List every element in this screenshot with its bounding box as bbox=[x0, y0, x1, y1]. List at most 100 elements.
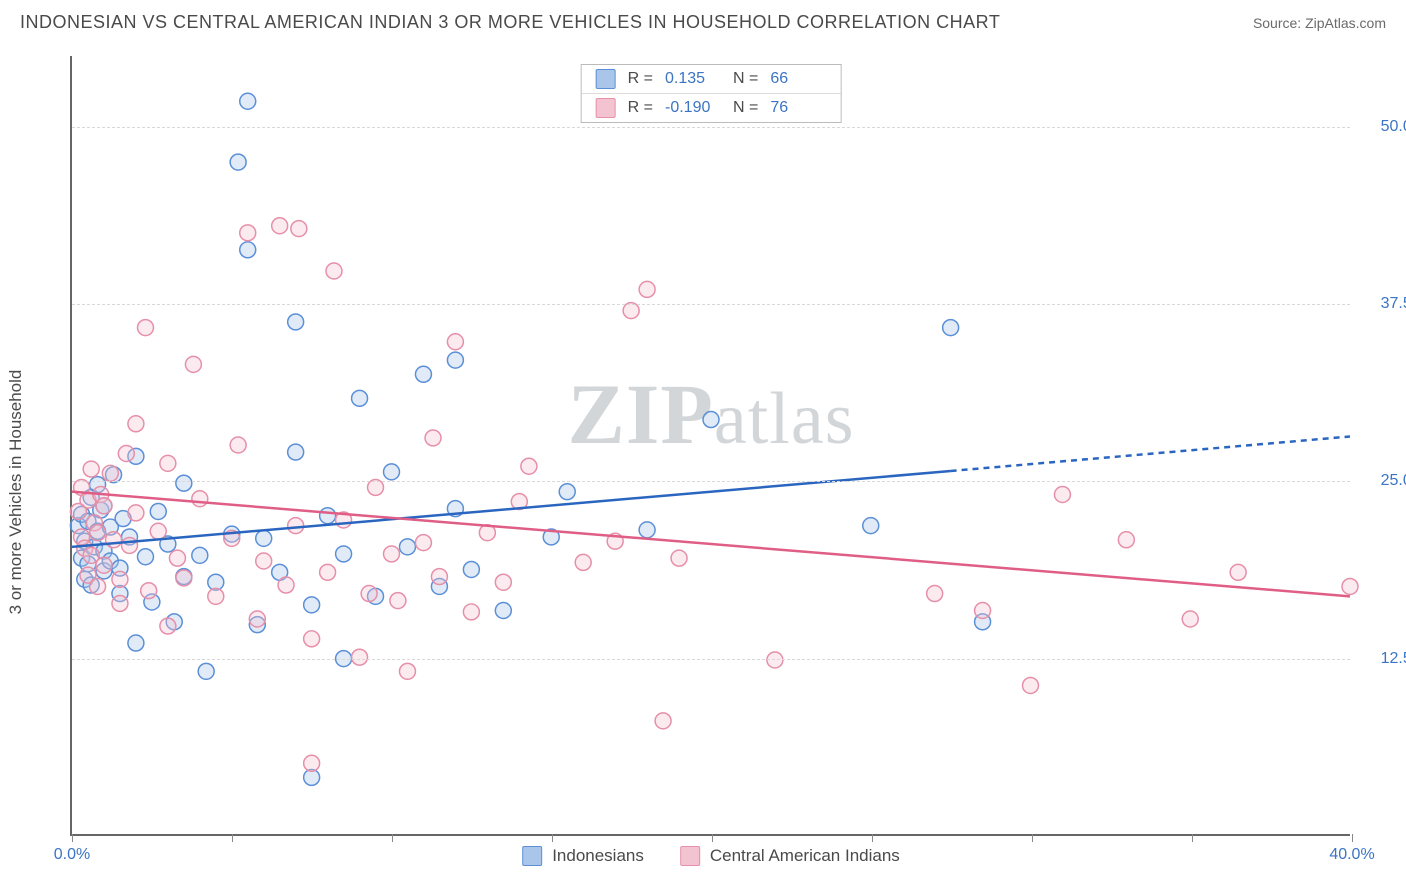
legend-series-item: Indonesians bbox=[522, 846, 644, 866]
data-point bbox=[447, 352, 463, 368]
data-point bbox=[384, 464, 400, 480]
x-tick bbox=[1352, 834, 1353, 842]
data-point bbox=[240, 225, 256, 241]
data-point bbox=[128, 505, 144, 521]
chart-container: 3 or more Vehicles in Household ZIPatlas… bbox=[48, 44, 1388, 844]
data-point bbox=[304, 755, 320, 771]
data-point bbox=[415, 535, 431, 551]
data-point bbox=[1182, 611, 1198, 627]
data-point bbox=[304, 597, 320, 613]
y-tick-label: 37.5% bbox=[1381, 295, 1406, 313]
x-tick bbox=[232, 834, 233, 842]
data-point bbox=[291, 221, 307, 237]
legend-series-label: Central American Indians bbox=[710, 846, 900, 866]
legend-swatch bbox=[680, 846, 700, 866]
data-point bbox=[495, 603, 511, 619]
data-point bbox=[272, 218, 288, 234]
data-point bbox=[495, 574, 511, 590]
data-point bbox=[230, 154, 246, 170]
data-point bbox=[361, 586, 377, 602]
legend-stats-row: R =-0.190N =76 bbox=[582, 94, 841, 122]
data-point bbox=[137, 549, 153, 565]
data-point bbox=[559, 484, 575, 500]
legend-stats-row: R =0.135N =66 bbox=[582, 65, 841, 94]
gridline-h bbox=[72, 127, 1350, 128]
data-point bbox=[425, 430, 441, 446]
legend-r-value: 0.135 bbox=[665, 70, 721, 88]
data-point bbox=[384, 546, 400, 562]
data-point bbox=[639, 281, 655, 297]
data-point bbox=[639, 522, 655, 538]
legend-n-label: N = bbox=[733, 99, 758, 117]
data-point bbox=[288, 314, 304, 330]
data-point bbox=[96, 557, 112, 573]
x-tick-label: 0.0% bbox=[54, 846, 90, 864]
data-point bbox=[767, 652, 783, 668]
data-point bbox=[122, 537, 138, 553]
data-point bbox=[575, 554, 591, 570]
data-point bbox=[169, 550, 185, 566]
gridline-h bbox=[72, 304, 1350, 305]
data-point bbox=[320, 564, 336, 580]
data-point bbox=[240, 242, 256, 258]
data-point bbox=[1230, 564, 1246, 580]
data-point bbox=[671, 550, 687, 566]
legend-swatch bbox=[522, 846, 542, 866]
trend-line-extrapolated bbox=[951, 437, 1350, 471]
data-point bbox=[176, 475, 192, 491]
data-point bbox=[304, 631, 320, 647]
data-point bbox=[863, 518, 879, 534]
data-point bbox=[83, 461, 99, 477]
data-point bbox=[288, 444, 304, 460]
data-point bbox=[1054, 487, 1070, 503]
data-point bbox=[128, 635, 144, 651]
data-point bbox=[192, 491, 208, 507]
data-point bbox=[160, 618, 176, 634]
data-point bbox=[927, 586, 943, 602]
data-point bbox=[150, 523, 166, 539]
data-point bbox=[176, 570, 192, 586]
y-tick-label: 12.5% bbox=[1381, 650, 1406, 668]
data-point bbox=[112, 571, 128, 587]
data-point bbox=[90, 578, 106, 594]
data-point bbox=[112, 595, 128, 611]
data-point bbox=[256, 530, 272, 546]
data-point bbox=[463, 562, 479, 578]
data-point bbox=[352, 390, 368, 406]
legend-r-value: -0.190 bbox=[665, 99, 721, 117]
data-point bbox=[943, 320, 959, 336]
data-point bbox=[521, 458, 537, 474]
data-point bbox=[90, 525, 106, 541]
y-tick-label: 50.0% bbox=[1381, 118, 1406, 136]
data-point bbox=[141, 583, 157, 599]
data-point bbox=[128, 416, 144, 432]
data-point bbox=[326, 263, 342, 279]
x-tick bbox=[872, 834, 873, 842]
legend-series-item: Central American Indians bbox=[680, 846, 900, 866]
data-point bbox=[118, 446, 134, 462]
data-point bbox=[320, 508, 336, 524]
data-point bbox=[655, 713, 671, 729]
x-tick bbox=[72, 834, 73, 842]
data-point bbox=[230, 437, 246, 453]
data-point bbox=[390, 593, 406, 609]
plot-svg bbox=[72, 56, 1350, 834]
data-point bbox=[192, 547, 208, 563]
data-point bbox=[240, 93, 256, 109]
legend-n-label: N = bbox=[733, 70, 758, 88]
data-point bbox=[160, 455, 176, 471]
chart-source: Source: ZipAtlas.com bbox=[1253, 15, 1386, 31]
data-point bbox=[463, 604, 479, 620]
data-point bbox=[208, 588, 224, 604]
y-tick-label: 25.0% bbox=[1381, 472, 1406, 490]
legend-n-value: 76 bbox=[770, 99, 826, 117]
legend-stats: R =0.135N =66R =-0.190N =76 bbox=[581, 64, 842, 123]
legend-swatch bbox=[596, 69, 616, 89]
data-point bbox=[106, 532, 122, 548]
gridline-h bbox=[72, 659, 1350, 660]
legend-n-value: 66 bbox=[770, 70, 826, 88]
x-tick bbox=[1192, 834, 1193, 842]
legend-swatch bbox=[596, 98, 616, 118]
data-point bbox=[185, 356, 201, 372]
chart-title: INDONESIAN VS CENTRAL AMERICAN INDIAN 3 … bbox=[20, 12, 1000, 33]
